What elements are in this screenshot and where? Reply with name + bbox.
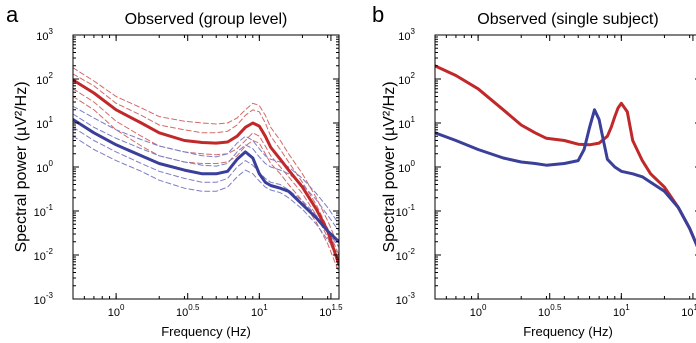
panel-b-title: Observed (single subject)	[477, 11, 658, 28]
panel-a-ylabel: Spectral power (µV²/Hz)	[13, 81, 30, 252]
panel-a: a Observed (group level) Spectral power …	[6, 2, 343, 339]
panel-a-series-4-dashed	[73, 105, 339, 225]
panel-b-y-tick-label-4: 101	[398, 115, 415, 131]
panel-a-title: Observed (group level)	[125, 11, 288, 28]
panel-b-x-tick-label-0: 100	[470, 303, 487, 319]
panel-b-x-tick-label-1: 100.5	[538, 303, 562, 319]
panel-a-ticks: 100 100.5 101 101.5 10-3 10-2 10-1 100 101 102 103	[34, 27, 344, 319]
panel-a-y-tick-label-3: 100	[36, 159, 53, 175]
panel-b-x-tick-label-2: 101	[613, 303, 630, 319]
panel-a-series-1-dashed	[73, 73, 339, 256]
panel-b-series-1-solid	[435, 108, 696, 248]
panel-a-xlabel: Frequency (Hz)	[161, 324, 251, 339]
panel-b-ylabel: Spectral power (µV²/Hz)	[381, 81, 398, 252]
panel-b-series-0-solid	[435, 64, 696, 248]
panel-a-series	[73, 67, 339, 273]
panel-a-x-tick-label-2: 101	[251, 303, 268, 319]
panel-a-series-2-dashed	[73, 88, 339, 266]
panel-a-series-7-dashed	[73, 135, 339, 256]
panel-b-series	[435, 64, 696, 248]
panel-a-series-6-dashed	[73, 126, 339, 248]
panel-a-series-9-solid	[73, 118, 339, 244]
panel-a-series-0-dashed	[73, 67, 339, 248]
panel-b-plot-frame	[434, 34, 696, 300]
panel-a-x-tick-label-1: 100.5	[176, 303, 200, 319]
panel-a-x-tick-label-3: 101.5	[319, 303, 343, 319]
panel-letter-b: b	[372, 2, 384, 27]
panel-b-y-tick-label-5: 102	[398, 71, 415, 87]
panel-a-y-tick-label-0: 10-3	[34, 291, 54, 307]
panel-b-y-tick-label-2: 10-1	[396, 203, 416, 219]
panel-letter-a: a	[6, 2, 19, 27]
panel-b-y-tick-label-0: 10-3	[396, 291, 416, 307]
panel-a-y-tick-label-2: 10-1	[34, 203, 54, 219]
panel-b-ticks: 100 100.5 101 101.5 10-3 10-2 10-1 100 101 102 103	[396, 27, 696, 319]
panel-b-y-tick-label-6: 103	[398, 27, 415, 43]
panel-a-y-tick-label-5: 102	[36, 71, 53, 87]
panel-b-x-tick-label-3: 101.5	[681, 303, 696, 319]
panel-a-series-8-solid	[73, 78, 339, 267]
panel-a-series-3-dashed	[73, 96, 339, 273]
panel-a-y-tick-label-1: 10-2	[34, 247, 54, 263]
panel-b: b Observed (single subject) Spectral pow…	[372, 2, 696, 339]
panel-a-y-tick-label-6: 103	[36, 27, 53, 43]
panel-b-xlabel: Frequency (Hz)	[523, 324, 613, 339]
panel-b-y-tick-label-1: 10-2	[396, 247, 416, 263]
panel-a-x-tick-label-0: 100	[108, 303, 125, 319]
panel-b-y-tick-label-3: 100	[398, 159, 415, 175]
panel-a-plot-frame	[72, 34, 340, 300]
panel-a-y-tick-label-4: 101	[36, 115, 53, 131]
